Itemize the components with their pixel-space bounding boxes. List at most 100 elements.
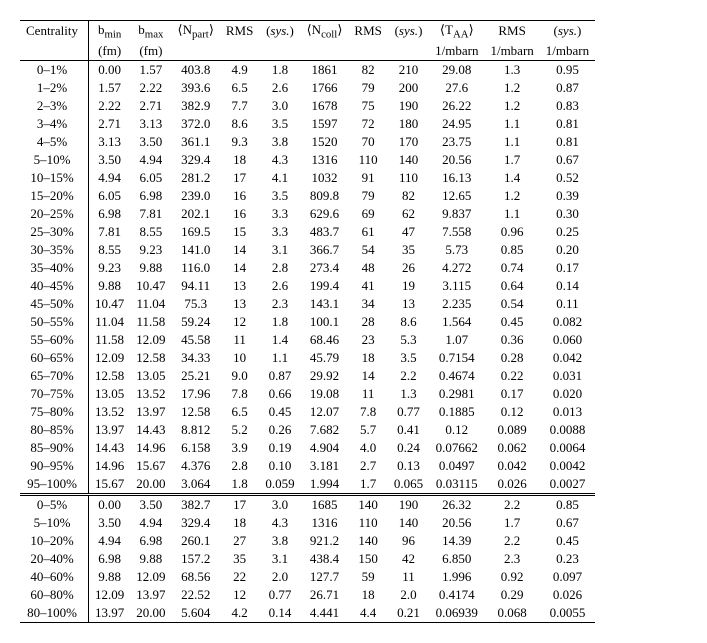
header-row-labels: Centralitybminbmax⟨Npart⟩RMS(sys.)⟨Ncoll…: [20, 21, 595, 42]
table-cell: 0.87: [540, 79, 595, 97]
table-cell: 0.45: [484, 313, 539, 331]
table-cell: 1.2: [484, 79, 539, 97]
table-cell: 0.20: [540, 241, 595, 259]
table-cell: 1.7: [348, 475, 387, 495]
table-cell: 4.272: [429, 259, 484, 277]
table-cell: 7.81: [130, 205, 171, 223]
table-cell: 35–40%: [20, 259, 89, 277]
table-cell: 0.19: [259, 439, 300, 457]
table-cell: 110: [348, 151, 387, 169]
table-cell: 0.0064: [540, 439, 595, 457]
table-cell: 0.00: [89, 494, 131, 514]
table-cell: 12.65: [429, 187, 484, 205]
table-row: 40–45%9.8810.4794.11132.6199.441193.1150…: [20, 277, 595, 295]
table-cell: 4.94: [89, 169, 131, 187]
header-cell: ⟨Npart⟩: [172, 21, 220, 42]
table-cell: 14.39: [429, 532, 484, 550]
table-cell: 1316: [301, 151, 349, 169]
table-cell: 0.67: [540, 514, 595, 532]
table-cell: 921.2: [301, 532, 349, 550]
table-cell: 100.1: [301, 313, 349, 331]
table-cell: 14: [348, 367, 387, 385]
table-cell: 0.059: [259, 475, 300, 495]
table-cell: 16.13: [429, 169, 484, 187]
header-cell: bmax: [130, 21, 171, 42]
table-cell: 3.5: [259, 187, 300, 205]
header-cell: ⟨Ncoll⟩: [301, 21, 349, 42]
table-cell: 69: [348, 205, 387, 223]
table-cell: 70: [348, 133, 387, 151]
table-cell: 1032: [301, 169, 349, 187]
table-cell: 1–2%: [20, 79, 89, 97]
table-cell: 9.837: [429, 205, 484, 223]
header-unit-cell: [172, 42, 220, 61]
table-row: 35–40%9.239.88116.0142.8273.448264.2720.…: [20, 259, 595, 277]
table-cell: 12.09: [130, 331, 171, 349]
table-cell: 6.5: [220, 403, 259, 421]
table-cell: 15.67: [89, 475, 131, 495]
table-cell: 29.08: [429, 60, 484, 79]
table-cell: 0.042: [540, 349, 595, 367]
table-cell: 27.6: [429, 79, 484, 97]
table-cell: 4–5%: [20, 133, 89, 151]
table-cell: 0.060: [540, 331, 595, 349]
table-cell: 50–55%: [20, 313, 89, 331]
table-cell: 0.4674: [429, 367, 484, 385]
table-cell: 8.55: [89, 241, 131, 259]
header-row-units: (fm)(fm)1/mbarn1/mbarn1/mbarn: [20, 42, 595, 61]
table-cell: 23: [348, 331, 387, 349]
table-cell: 18: [220, 151, 259, 169]
table-cell: 1.7: [484, 514, 539, 532]
table-cell: 361.1: [172, 133, 220, 151]
table-cell: 3.50: [130, 133, 171, 151]
table-row: 20–25%6.987.81202.1163.3629.669629.8371.…: [20, 205, 595, 223]
table-cell: 60–80%: [20, 586, 89, 604]
table-cell: 5.604: [172, 604, 220, 623]
header-unit-cell: [259, 42, 300, 61]
table-cell: 35: [220, 550, 259, 568]
table-cell: 0.85: [484, 241, 539, 259]
table-cell: 199.4: [301, 277, 349, 295]
table-header: Centralitybminbmax⟨Npart⟩RMS(sys.)⟨Ncoll…: [20, 21, 595, 61]
table-cell: 0.06939: [429, 604, 484, 623]
table-cell: 16: [220, 205, 259, 223]
table-cell: 0.7154: [429, 349, 484, 367]
table-cell: 5.7: [348, 421, 387, 439]
table-cell: 0.45: [540, 532, 595, 550]
table-cell: 0.81: [540, 133, 595, 151]
table-cell: 3.0: [259, 97, 300, 115]
table-cell: 59: [348, 568, 387, 586]
table-cell: 79: [348, 79, 387, 97]
table-cell: 20.00: [130, 604, 171, 623]
header-unit-cell: 1/mbarn: [429, 42, 484, 61]
table-cell: 26.71: [301, 586, 349, 604]
table-cell: 0.67: [540, 151, 595, 169]
table-cell: 15–20%: [20, 187, 89, 205]
table-cell: 0.097: [540, 568, 595, 586]
table-cell: 9.88: [89, 277, 131, 295]
table-row: 60–80%12.0913.9722.52120.7726.71182.00.4…: [20, 586, 595, 604]
table-cell: 3.50: [89, 514, 131, 532]
table-cell: 19: [388, 277, 429, 295]
table-cell: 0.4174: [429, 586, 484, 604]
header-unit-cell: (fm): [89, 42, 131, 61]
table-cell: 2.6: [259, 79, 300, 97]
table-cell: 22.52: [172, 586, 220, 604]
table-cell: 0.22: [484, 367, 539, 385]
table-cell: 17: [220, 169, 259, 187]
table-cell: 13.97: [89, 604, 131, 623]
table-cell: 91: [348, 169, 387, 187]
table-cell: 0.39: [540, 187, 595, 205]
table-cell: 0.2981: [429, 385, 484, 403]
table-cell: 96: [388, 532, 429, 550]
table-cell: 12.07: [301, 403, 349, 421]
table-cell: 2.2: [388, 367, 429, 385]
table-row: 1–2%1.572.22393.66.52.617667920027.61.20…: [20, 79, 595, 97]
table-cell: 1.996: [429, 568, 484, 586]
table-cell: 3.5: [259, 115, 300, 133]
table-cell: 14.43: [89, 439, 131, 457]
table-row: 70–75%13.0513.5217.967.80.6619.08111.30.…: [20, 385, 595, 403]
table-row: 20–40%6.989.88157.2353.1438.4150426.8502…: [20, 550, 595, 568]
table-cell: 202.1: [172, 205, 220, 223]
table-cell: 1.7: [484, 151, 539, 169]
